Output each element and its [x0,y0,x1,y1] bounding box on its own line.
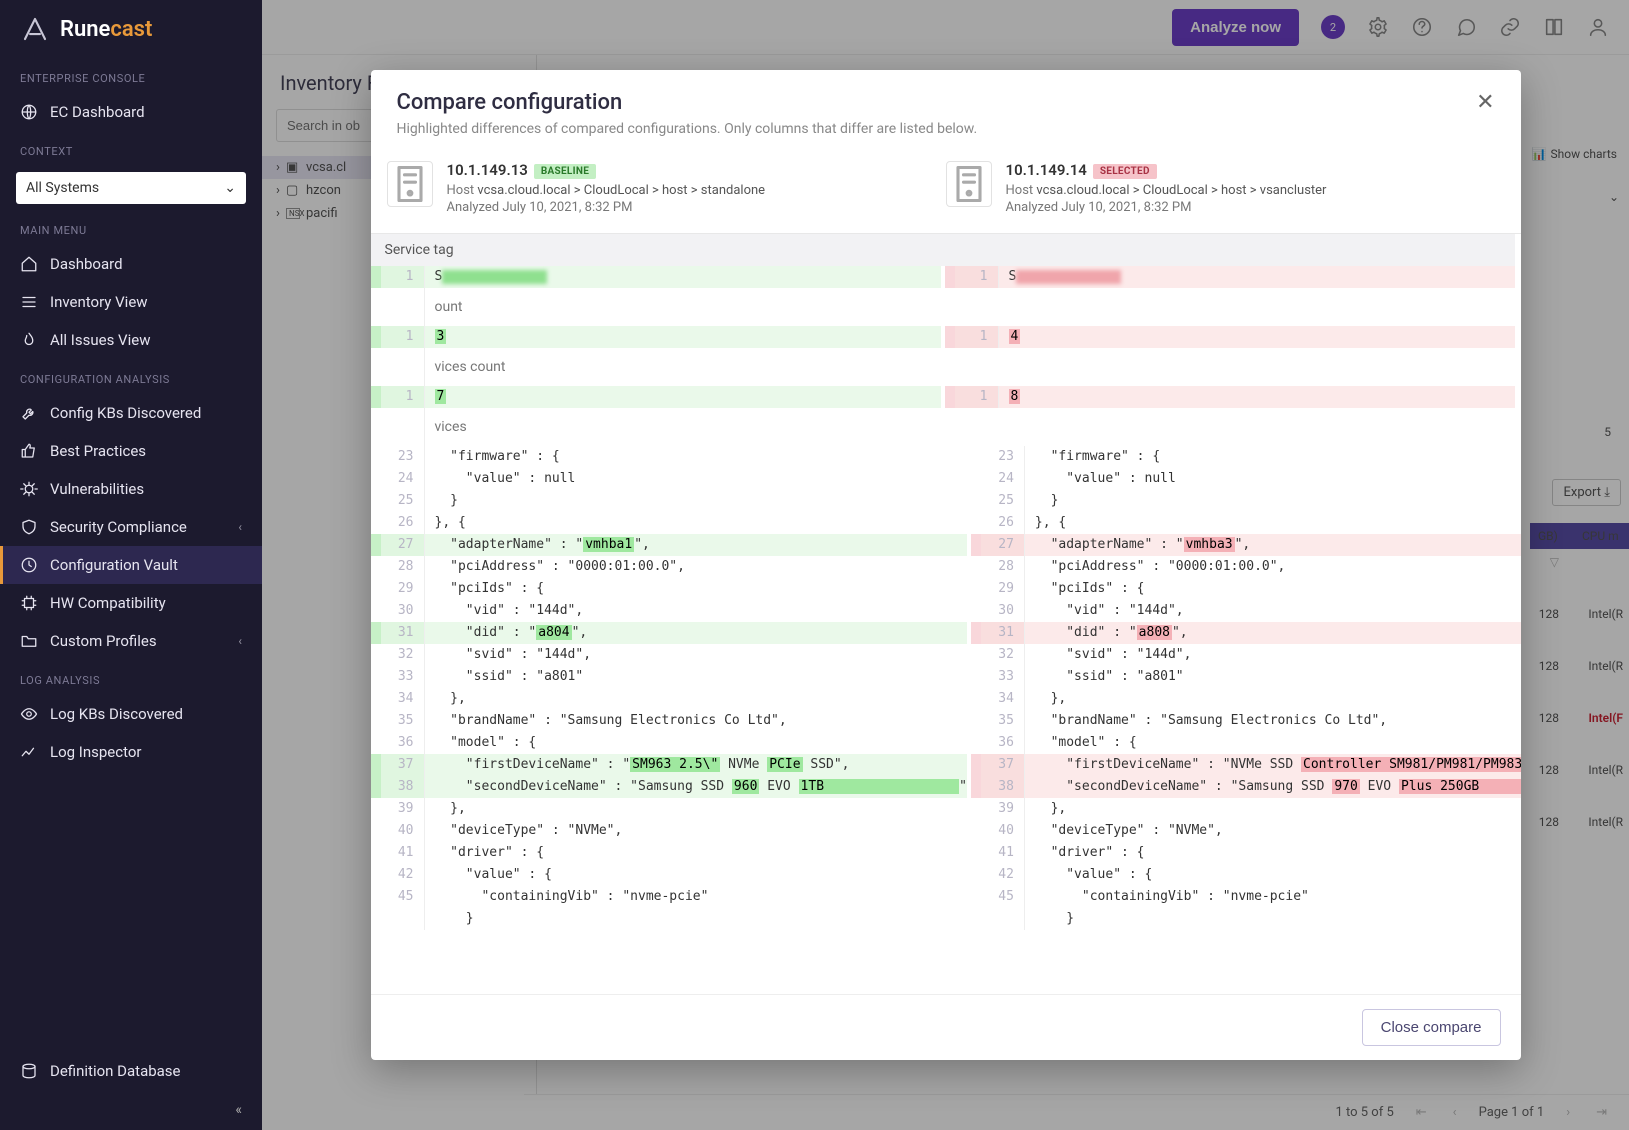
modal-title: Compare configuration [397,90,623,115]
eye-icon [20,705,38,723]
sidebar-item-hw-compat[interactable]: HW Compatibility [0,584,262,622]
sidebar-item-inventory[interactable]: Inventory View [0,283,262,321]
sidebar-section-main: MAIN MENU [0,210,262,245]
sidebar-section-enterprise: ENTERPRISE CONSOLE [0,58,262,93]
sidebar-item-label: Security Compliance [50,518,187,536]
baseline-ip: 10.1.149.13 [447,161,528,179]
sidebar-section-context: CONTEXT [0,131,262,166]
collapse-sidebar-button[interactable]: « [0,1090,262,1130]
chevron-left-icon: ‹ [238,634,242,648]
logo-text-2: cast [110,17,152,42]
section-devices: vices [425,408,1515,446]
sidebar-item-label: Log KBs Discovered [50,705,183,723]
sidebar-item-label: Vulnerabilities [50,480,144,498]
sidebar-item-label: Custom Profiles [50,632,157,650]
flame-icon [20,331,38,349]
modal-close-icon[interactable]: ✕ [1476,90,1494,115]
server-icon [946,161,992,207]
baseline-badge: BASELINE [534,164,596,179]
compare-modal: Compare configuration ✕ Highlighted diff… [371,70,1521,1060]
logo: Runecast [0,0,262,58]
sidebar-item-label: HW Compatibility [50,594,166,612]
diff-body[interactable]: Service tag 1S 1S ount 13 14 v [371,233,1521,994]
sidebar-item-ec-dashboard[interactable]: EC Dashboard [0,93,262,131]
sidebar-item-all-issues[interactable]: All Issues View [0,321,262,359]
sidebar-item-log-kbs[interactable]: Log KBs Discovered [0,695,262,733]
sidebar-item-label: Configuration Vault [50,556,178,574]
globe-icon [20,103,38,121]
database-icon [20,1062,38,1080]
sidebar-item-label: Log Inspector [50,743,142,761]
section-count: ount [425,288,1515,326]
sidebar: Runecast ENTERPRISE CONSOLE EC Dashboard… [0,0,262,1130]
bug-icon [20,480,38,498]
sidebar-item-label: Definition Database [50,1062,181,1080]
close-compare-button[interactable]: Close compare [1362,1009,1501,1046]
logo-text-1: Rune [60,17,110,42]
modal-overlay: Compare configuration ✕ Highlighted diff… [262,0,1629,1130]
baseline-path: vcsa.cloud.local > CloudLocal > host > s… [477,183,765,198]
sidebar-item-label: Dashboard [50,255,123,273]
sidebar-item-config-kbs[interactable]: Config KBs Discovered [0,394,262,432]
wrench-icon [20,404,38,422]
sidebar-item-definition-db[interactable]: Definition Database [0,1052,262,1090]
diff-val: 8 [1009,389,1021,404]
sidebar-item-label: Best Practices [50,442,146,460]
selected-ip: 10.1.149.14 [1006,161,1087,179]
logo-mark-icon [20,14,50,44]
sidebar-section-log-analysis: LOG ANALYSIS [0,660,262,695]
sidebar-item-dashboard[interactable]: Dashboard [0,245,262,283]
shield-icon [20,518,38,536]
sidebar-item-best-practices[interactable]: Best Practices [0,432,262,470]
thumbs-up-icon [20,442,38,460]
sidebar-item-vulnerabilities[interactable]: Vulnerabilities [0,470,262,508]
sidebar-item-custom-profiles[interactable]: Custom Profiles ‹ [0,622,262,660]
diff-val: 3 [435,329,447,344]
context-value: All Systems [26,180,99,196]
sidebar-item-label: EC Dashboard [50,103,145,121]
analyzed-label: Analyzed [1006,200,1059,215]
chevron-down-icon: ⌄ [224,180,236,196]
selected-badge: SELECTED [1093,164,1157,179]
chip-icon [20,594,38,612]
analyzed-label: Analyzed [447,200,500,215]
sidebar-item-label: All Issues View [50,331,150,349]
sidebar-item-configuration-vault[interactable]: Configuration Vault [0,546,262,584]
path-label: Host [447,183,475,198]
section-service-tag: Service tag [371,234,1515,266]
section-devices-count: vices count [425,348,1515,386]
sidebar-item-security-compliance[interactable]: Security Compliance ‹ [0,508,262,546]
list-icon [20,293,38,311]
selected-analyzed: July 10, 2021, 8:32 PM [1061,200,1191,215]
home-icon [20,255,38,273]
folder-icon [20,632,38,650]
context-select[interactable]: All Systems ⌄ [16,172,246,204]
history-icon [20,556,38,574]
chevron-left-icon: ‹ [238,520,242,534]
diff-val: 4 [1009,329,1021,344]
baseline-analyzed: July 10, 2021, 8:32 PM [502,200,632,215]
server-icon [387,161,433,207]
sidebar-item-label: Config KBs Discovered [50,404,201,422]
sidebar-item-label: Inventory View [50,293,148,311]
path-label: Host [1006,183,1034,198]
diff-val: 7 [435,389,447,404]
selected-path: vcsa.cloud.local > CloudLocal > host > v… [1036,183,1326,198]
chart-line-icon [20,743,38,761]
modal-subtitle: Highlighted differences of compared conf… [397,121,1495,137]
sidebar-section-config-analysis: CONFIGURATION ANALYSIS [0,359,262,394]
sidebar-item-log-inspector[interactable]: Log Inspector [0,733,262,771]
